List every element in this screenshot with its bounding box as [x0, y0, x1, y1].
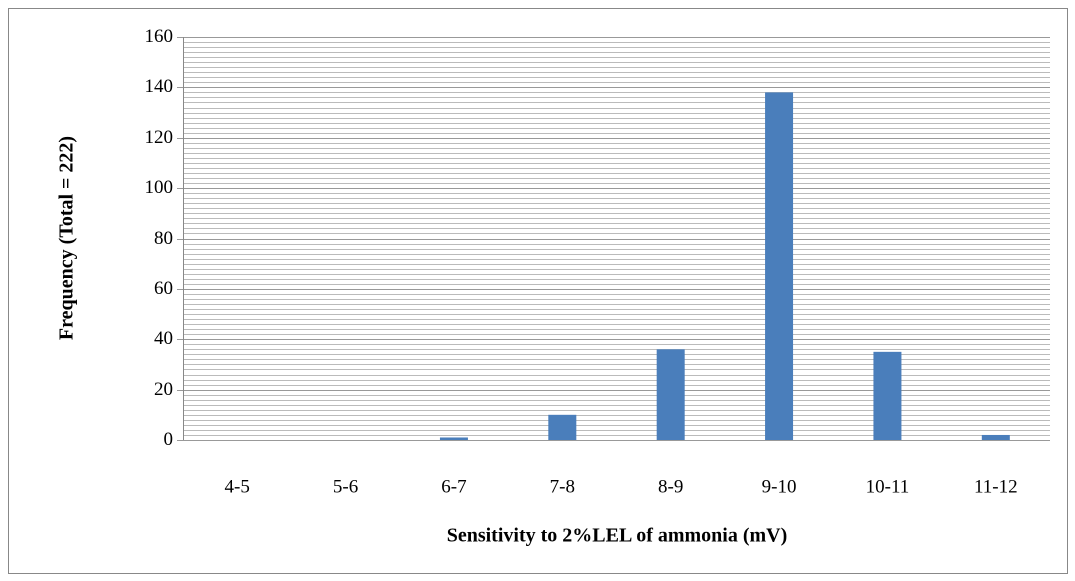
y-tick-label: 40 — [154, 328, 173, 349]
x-tick-label: 7-8 — [550, 476, 575, 497]
x-axis-title: Sensitivity to 2%LEL of ammonia (mV) — [447, 525, 788, 547]
x-tick-label: 8-9 — [658, 476, 683, 497]
x-tick-label: 5-6 — [333, 476, 358, 497]
y-axis-title: Frequency (Total = 222) — [56, 136, 78, 340]
bar — [981, 434, 1010, 440]
y-tick-label: 160 — [145, 26, 174, 47]
x-tick-label: 6-7 — [441, 476, 466, 497]
x-tick-label: 11-12 — [974, 476, 1018, 497]
bar — [439, 437, 468, 440]
y-tick-label: 60 — [154, 278, 173, 299]
x-tick-label: 10-11 — [866, 476, 910, 497]
x-tick-label: 4-5 — [225, 476, 250, 497]
x-tick-label: 9-10 — [762, 476, 797, 497]
y-tick-label: 100 — [145, 177, 174, 198]
y-tick-label: 140 — [145, 76, 174, 97]
bar — [548, 414, 577, 440]
bar — [873, 351, 902, 440]
bar — [656, 349, 685, 440]
bar — [765, 92, 794, 440]
y-tick-label: 20 — [154, 379, 173, 400]
y-tick-label: 120 — [145, 127, 174, 148]
y-tick-label: 0 — [164, 429, 174, 450]
y-tick-label: 80 — [154, 228, 173, 249]
